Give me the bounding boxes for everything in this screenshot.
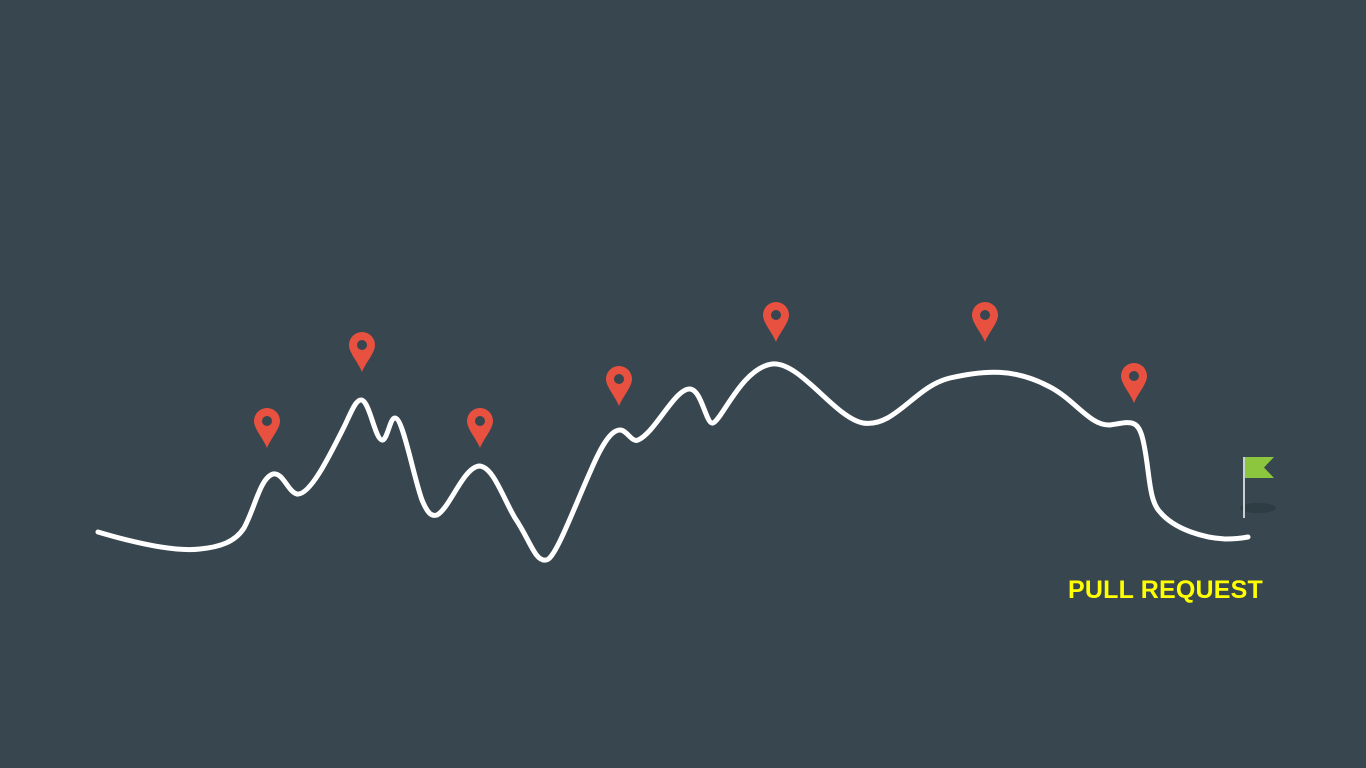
map-pin-icon (763, 302, 789, 342)
marker-group (254, 302, 1147, 448)
map-pin-icon (1121, 363, 1147, 403)
map-pin-icon (972, 302, 998, 342)
map-pin-icon (467, 408, 493, 448)
map-pin-icon (349, 332, 375, 372)
journey-path (95, 361, 1251, 563)
map-pin-icon (254, 408, 280, 448)
flag-icon (1240, 457, 1276, 518)
goal-label: PULL REQUEST (1068, 576, 1264, 604)
map-pin-icon (606, 366, 632, 406)
